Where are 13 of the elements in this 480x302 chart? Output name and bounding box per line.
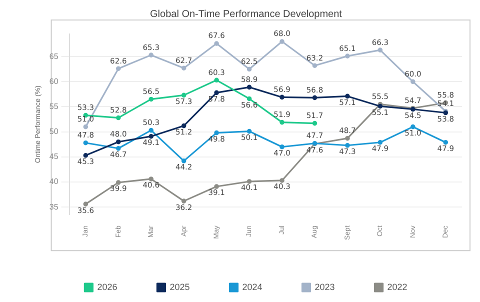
y-tick-label: 55 — [49, 102, 59, 111]
y-tick-label: 65 — [49, 52, 59, 61]
legend-label: 2022 — [387, 282, 408, 292]
legend-label: 2025 — [170, 282, 190, 292]
y-tick-label: 60 — [49, 76, 59, 86]
legend-label: 2026 — [97, 282, 118, 292]
y-tick-label: 40 — [49, 177, 59, 186]
chart-title: Global On-Time Performance Development — [150, 8, 342, 20]
legend-label: 2023 — [314, 282, 335, 292]
y-tick-label: 35 — [49, 202, 59, 212]
legend-label: 2024 — [242, 282, 262, 292]
y-tick-label: 45 — [49, 152, 59, 162]
y-tick-label: 50 — [49, 127, 59, 136]
